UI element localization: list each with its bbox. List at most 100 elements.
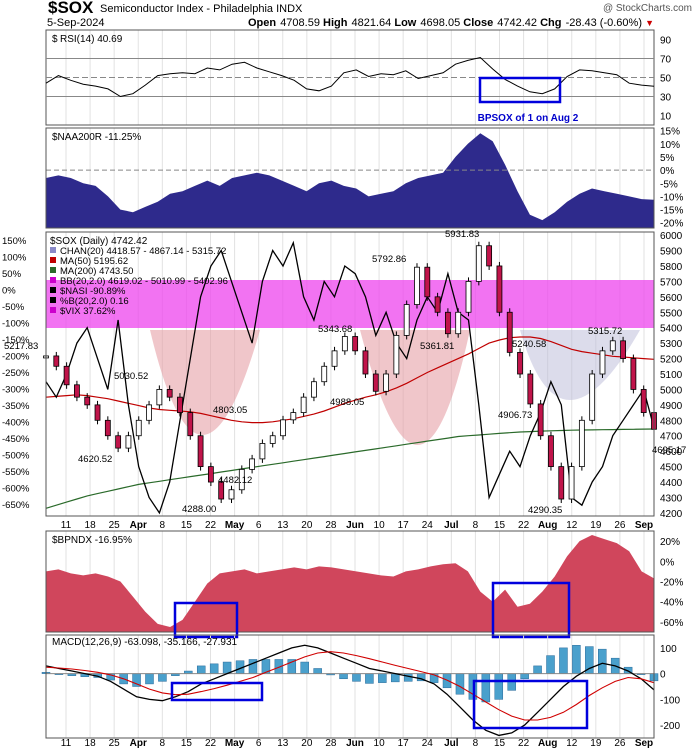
x-tick-label: Aug: [538, 738, 557, 748]
price-candle: [115, 435, 122, 449]
x-tick-label: 24: [422, 738, 434, 748]
price-candle: [424, 266, 431, 298]
price-candle: [63, 365, 70, 386]
price-y-tick: 6000: [660, 231, 683, 242]
price-candle: [352, 336, 359, 352]
price-candle: [321, 365, 328, 383]
macd-histogram-bar: [339, 673, 348, 680]
price-y-tick: 4800: [660, 416, 683, 427]
x-tick-label: 8: [473, 520, 479, 531]
x-tick-label: 15: [494, 520, 506, 531]
nasi-y-tick: -600%: [2, 484, 30, 495]
nasi-y-tick: -550%: [2, 467, 30, 478]
macd-histogram-bar: [481, 673, 491, 703]
price-candle: [589, 373, 596, 421]
nasi-y-tick: -300%: [2, 385, 30, 396]
down-arrow-icon: ▼: [645, 18, 654, 28]
macd-histogram-bar: [209, 663, 219, 674]
price-candle: [496, 265, 503, 313]
x-tick-label: May: [225, 520, 245, 531]
naa200r-y-tick: -15%: [660, 206, 683, 217]
bpndx-y-tick: -60%: [660, 618, 683, 629]
macd-histogram-bar: [196, 665, 206, 674]
price-y-tick: 4200: [660, 509, 683, 520]
nasi-y-tick: -200%: [2, 352, 30, 363]
legend-swatch: [50, 287, 56, 293]
price-candle: [640, 389, 647, 413]
price-candle: [94, 404, 101, 421]
x-tick-label: 25: [109, 738, 121, 748]
rsi-y-tick: 30: [660, 93, 672, 104]
price-candle: [599, 350, 606, 375]
x-tick-label: Jul: [444, 520, 459, 531]
price-callout: 4988.05: [330, 397, 364, 408]
low-value: 4698.05: [420, 17, 461, 29]
price-y-tick: 4900: [660, 401, 683, 412]
ma200-line: [45, 428, 655, 509]
price-callout: 5343.68: [318, 324, 352, 335]
x-tick-label: 17: [398, 520, 410, 531]
naa200r-y-tick: 0%: [660, 166, 675, 177]
price-candle: [280, 419, 286, 437]
price-y-tick: 5200: [660, 355, 683, 366]
macd-histogram-bar: [365, 673, 374, 684]
nasi-y-tick: -500%: [2, 451, 30, 462]
macd-histogram-bar: [455, 673, 465, 695]
macd-histogram-bar: [391, 673, 400, 683]
price-candle: [434, 296, 441, 313]
legend-label: MA(200) 4743.50: [60, 266, 133, 277]
macd-histogram-bar: [533, 665, 542, 674]
nasi-y-tick: -650%: [2, 500, 30, 511]
naa200r-title: $NAA200R -11.25%: [52, 132, 141, 143]
price-candle: [156, 389, 163, 406]
price-candle: [393, 335, 400, 375]
x-tick-label: 26: [614, 520, 626, 531]
price-candle: [548, 435, 554, 468]
open-value: 4708.59: [280, 17, 320, 29]
price-y-tick: 5100: [660, 370, 683, 381]
price-y-tick: 5900: [660, 247, 683, 258]
price-candle: [444, 311, 451, 335]
nasi-y-tick: -100%: [2, 319, 30, 330]
macd-title: MACD(12,26,9) -63.098, -35.166, -27.931: [52, 637, 238, 648]
x-tick-label: 12: [566, 520, 578, 531]
rsi-line: [45, 56, 655, 98]
x-tick-label: 10: [374, 520, 386, 531]
macd-histogram-bar: [520, 673, 529, 680]
x-tick-label: 22: [518, 520, 530, 531]
nasi-y-tick: 150%: [2, 236, 27, 247]
rsi-y-tick: 10: [660, 112, 672, 123]
price-callout: 4288.00: [182, 504, 216, 515]
legend-label: $NASI -90.89%: [60, 286, 126, 297]
price-y-tick: 5400: [660, 324, 683, 335]
price-candle: [609, 340, 616, 352]
low-label: Low: [394, 17, 417, 29]
macd-histogram-bar: [158, 673, 167, 682]
price-candle: [269, 435, 276, 444]
price-candle: [218, 481, 225, 500]
x-tick-label: Apr: [130, 520, 147, 531]
rsi-title: RSI(14) 40.69: [60, 34, 123, 45]
macd-signal-line: [45, 651, 655, 721]
legend-swatch: [50, 267, 56, 273]
x-tick-label: Jul: [444, 738, 459, 748]
legend-swatch: [50, 307, 56, 313]
price-candle: [197, 435, 204, 468]
price-candle: [558, 466, 565, 500]
index-name-text: Semiconductor Index - Philadelphia: [100, 3, 274, 15]
macd-y-tick: 0: [660, 670, 666, 681]
macd-y-tick: -200: [660, 721, 680, 732]
naa200r-y-tick: -10%: [660, 192, 683, 203]
bpndx-title: $BPNDX -16.95%: [52, 535, 132, 546]
price-candle: [104, 419, 111, 437]
price-y-tick: 5700: [660, 277, 683, 288]
nasi-y-tick: -450%: [2, 434, 30, 445]
price-candle: [249, 458, 256, 470]
rsi-y-tick: 90: [660, 36, 672, 47]
bpndx-highlight-box: [491, 581, 571, 639]
chg-label: Chg: [540, 17, 562, 29]
macd-histogram-bar: [300, 661, 309, 674]
naa200r-y-tick: 5%: [660, 153, 675, 164]
x-tick-label: 6: [256, 738, 262, 748]
price-candle: [74, 384, 80, 398]
